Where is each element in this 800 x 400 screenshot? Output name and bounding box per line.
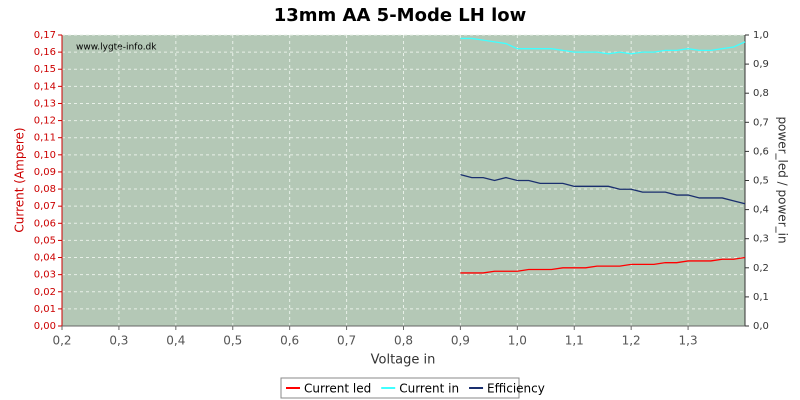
x-tick-label: 0,3 [109,334,128,348]
chart-title: 13mm AA 5-Mode LH low [274,5,527,26]
y2-tick-label: 1,0 [753,30,769,41]
x-tick-label: 0,2 [52,334,71,348]
x-tick-label: 0,7 [337,334,356,348]
x-axis-label: Voltage in [371,353,436,368]
y-tick-label: 0,03 [34,270,56,281]
x-tick-label: 1,1 [565,334,584,348]
x-tick-label: 1,3 [679,334,698,348]
y-tick-label: 0,02 [34,287,56,298]
y2-tick-label: 0,3 [753,234,769,245]
legend-label: Current led [304,382,371,396]
x-tick-label: 1,0 [508,334,527,348]
x-tick-label: 0,4 [166,334,185,348]
watermark: www.lygte-info.dk [76,43,157,53]
y-tick-label: 0,12 [34,116,56,127]
y2-tick-label: 0,1 [753,292,769,303]
y2-tick-label: 0,6 [753,146,769,157]
y2-tick-label: 0,8 [753,88,769,99]
legend-label: Efficiency [487,382,545,396]
y-tick-label: 0,00 [34,321,56,332]
y2-axis-label: power_led / power_in [776,116,790,243]
series-line [460,37,746,55]
x-tick-label: 0,9 [451,334,470,348]
y-tick-label: 0,16 [34,47,56,58]
legend-label: Current in [399,382,459,396]
x-tick-label: 0,6 [280,334,299,348]
y2-tick-label: 0,0 [753,321,769,332]
y2-tick-label: 0,7 [753,117,769,128]
y-tick-label: 0,13 [34,98,56,109]
x-tick-label: 0,8 [394,334,413,348]
y-tick-label: 0,06 [34,218,56,229]
y-tick-label: 0,17 [34,30,56,41]
y2-tick-label: 0,2 [753,263,769,274]
y-tick-label: 0,11 [34,133,56,144]
y-tick-label: 0,09 [34,167,56,178]
y-tick-label: 0,07 [34,201,56,212]
y-tick-label: 0,04 [34,253,56,264]
y-axis-label: Current (Ampere) [13,127,27,232]
y-tick-label: 0,08 [34,184,56,195]
y-tick-label: 0,01 [34,304,56,315]
y2-tick-label: 0,5 [753,176,769,187]
y-tick-label: 0,10 [34,150,56,161]
y-tick-label: 0,15 [34,64,56,75]
legend [280,377,520,399]
y2-tick-label: 0,9 [753,59,769,70]
y-tick-label: 0,14 [34,81,56,92]
series-line [460,174,746,205]
y2-tick-label: 0,4 [753,205,769,216]
y-tick-label: 0,05 [34,235,56,246]
x-tick-label: 1,2 [622,334,641,348]
x-tick-label: 0,5 [223,334,242,348]
series-line [460,256,746,274]
